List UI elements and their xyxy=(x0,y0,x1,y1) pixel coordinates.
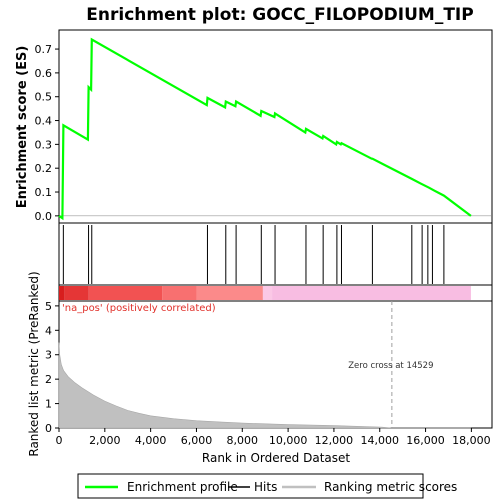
band-segment xyxy=(64,286,89,300)
band-segment xyxy=(59,286,65,300)
band-segment xyxy=(262,286,273,300)
es-y-axis-label: Enrichment score (ES) xyxy=(15,46,30,209)
x-tick-label: 14,000 xyxy=(360,434,399,447)
band-segment xyxy=(196,286,263,300)
x-tick-label: 8,000 xyxy=(227,434,259,447)
x-tick-label: 0 xyxy=(56,434,63,447)
zero-cross-label: Zero cross at 14529 xyxy=(348,361,433,371)
metric-y-tick-label: 5 xyxy=(45,300,52,313)
es-y-tick-label: 0.1 xyxy=(35,186,53,199)
metric-y-tick-label: 1 xyxy=(45,398,52,411)
metric-y-axis-label: Ranked list metric (PreRanked) xyxy=(27,271,41,456)
band-segment xyxy=(162,286,197,300)
x-axis-label: Rank in Ordered Dataset xyxy=(202,451,350,465)
x-tick-label: 6,000 xyxy=(181,434,213,447)
band-segment xyxy=(88,286,163,300)
metric-y-axis: 0 1 2 3 4 5 xyxy=(45,300,59,435)
x-tick-label: 2,000 xyxy=(89,434,121,447)
es-y-tick-label: 0.4 xyxy=(35,115,53,128)
x-tick-label: 18,000 xyxy=(452,434,491,447)
es-y-tick-label: 0.3 xyxy=(35,138,53,151)
x-tick-label: 4,000 xyxy=(135,434,167,447)
es-y-tick-label: 0.6 xyxy=(35,67,53,80)
positive-correlation-label: 'na_pos' (positively correlated) xyxy=(62,303,216,314)
legend-enrichment-label: Enrichment profile xyxy=(127,480,238,494)
legend-metric-label: Ranking metric scores xyxy=(324,480,457,494)
enrichment-profile-line xyxy=(58,37,472,221)
band-segment xyxy=(272,286,471,300)
legend-hits-label: Hits xyxy=(254,480,277,494)
x-tick-label: 16,000 xyxy=(406,434,445,447)
es-y-tick-label: 0.5 xyxy=(35,91,53,104)
chart-title: Enrichment plot: GOCC_FILOPODIUM_TIP xyxy=(86,5,473,25)
metric-y-tick-label: 4 xyxy=(45,324,52,337)
rank-color-band xyxy=(59,286,471,300)
ranking-metric-area xyxy=(58,342,471,429)
metric-y-tick-label: 2 xyxy=(45,373,52,386)
hits-marks xyxy=(62,225,445,284)
metric-y-tick-label: 0 xyxy=(45,422,52,435)
es-y-tick-label: 0.7 xyxy=(35,43,53,56)
es-y-tick-label: 0.0 xyxy=(35,210,53,223)
x-axis: 0 2,000 4,000 6,000 8,000 10,000 12,000 14,000 1… xyxy=(56,428,491,447)
metric-y-tick-label: 3 xyxy=(45,349,52,362)
x-tick-label: 12,000 xyxy=(315,434,354,447)
es-y-tick-label: 0.2 xyxy=(35,162,53,175)
x-tick-label: 10,000 xyxy=(269,434,308,447)
es-y-axis: 0.0 0.1 0.2 0.3 0.4 0.5 0.6 0.7 xyxy=(35,43,59,223)
legend-box xyxy=(77,473,424,499)
